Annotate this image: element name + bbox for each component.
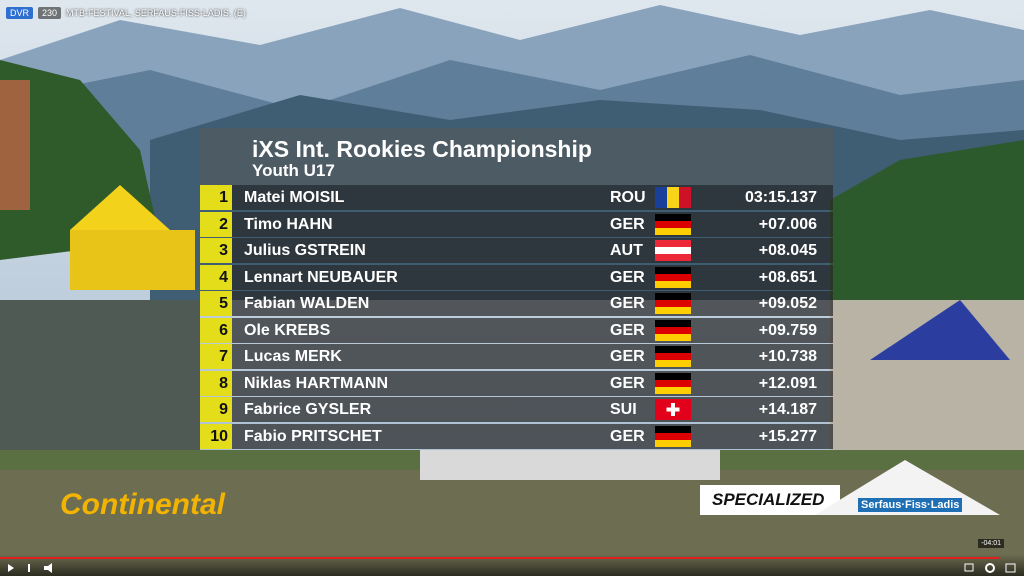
result-row: 7 Lucas MERK GER +10.738 (200, 344, 833, 369)
rank: 7 (200, 344, 232, 369)
play-button[interactable] (8, 564, 14, 572)
dvr-badge[interactable]: DVR (6, 7, 34, 19)
sponsor-banner: SPECIALIZED (712, 490, 825, 509)
rank: 2 (200, 211, 232, 237)
country-code: GER (610, 348, 645, 365)
rider-name: Fabrice GYSLER (244, 401, 372, 418)
country-flag (655, 425, 691, 452)
overlay-header: iXS Int. Rookies Championship Youth U17 (200, 128, 833, 185)
control-bar (0, 557, 1016, 573)
results-list: 1 Matei MOISIL ROU 03:15.137 2 Timo HAHN GER +0… (200, 185, 833, 449)
next-button[interactable] (28, 564, 30, 572)
result-row: 4 Lennart NEUBAUER GER +08.651 (200, 264, 833, 293)
rider-name: Niklas HARTMANN (244, 374, 389, 392)
rank: 6 (200, 317, 232, 343)
result-time: +08.045 (758, 242, 817, 259)
rank: 5 (200, 291, 232, 316)
country-flag (655, 266, 691, 293)
country-flag (655, 399, 691, 425)
country-code: GER (610, 374, 645, 392)
rank: 3 (200, 238, 232, 263)
viewer-count: 230 (38, 7, 62, 19)
player-controls (0, 554, 1024, 576)
rider-name: Lennart NEUBAUER (244, 268, 398, 286)
flag (655, 266, 691, 288)
country-code: GER (610, 268, 645, 286)
country-code: GER (610, 295, 645, 312)
result-time: +09.052 (758, 295, 817, 312)
captions-button[interactable] (964, 563, 974, 572)
progress-bar[interactable] (0, 557, 1000, 559)
rank: 8 (200, 370, 232, 396)
country-code: GER (610, 321, 645, 339)
country-flag (655, 213, 691, 240)
results-overlay: iXS Int. Rookies Championship Youth U17 … (200, 128, 833, 450)
result-row: 2 Timo HAHN GER +07.006 (200, 211, 833, 240)
result-row: 1 Matei MOISIL ROU 03:15.137 (200, 185, 833, 210)
sponsor-banner: Continental (60, 488, 225, 521)
rank: 10 (200, 423, 232, 449)
country-flag (655, 240, 691, 266)
rank: 9 (200, 397, 232, 422)
country-code: ROU (610, 189, 646, 206)
rider-name: Matei MOISIL (244, 189, 345, 206)
result-row: 10 Fabio PRITSCHET GER +15.277 (200, 423, 833, 452)
rank: 1 (200, 185, 232, 210)
flag (655, 319, 691, 341)
overlay-title: iXS Int. Rookies Championship (252, 136, 592, 162)
overlay-subtitle: Youth U17 (252, 161, 335, 180)
volume-button[interactable] (44, 563, 52, 573)
flag (655, 240, 691, 261)
rank: 4 (200, 264, 232, 290)
country-flag (655, 293, 691, 319)
result-time: +08.651 (758, 268, 817, 286)
rider-name: Ole KREBS (244, 321, 331, 339)
result-row: 9 Fabrice GYSLER SUI +14.187 (200, 397, 833, 422)
sponsor-banner: Serfaus·Fiss·Ladis (858, 498, 963, 512)
result-row: 3 Julius GSTREIN AUT +08.045 (200, 238, 833, 263)
country-flag (655, 372, 691, 399)
flag (655, 293, 691, 314)
country-code: SUI (610, 401, 637, 418)
flag (655, 372, 691, 394)
rider-name: Lucas MERK (244, 348, 342, 365)
country-flag (655, 346, 691, 372)
country-flag (655, 187, 691, 213)
result-time: +07.006 (758, 215, 817, 233)
rider-name: Fabian WALDEN (244, 295, 370, 312)
country-code: AUT (610, 242, 643, 259)
stream-header: DVR 230 MTB-FESTIVAL, SERFAUS-FISS-LADIS… (6, 7, 246, 19)
result-time: +10.738 (758, 348, 817, 365)
time-display: -04:01 (978, 539, 1004, 548)
result-row: 8 Niklas HARTMANN GER +12.091 (200, 370, 833, 399)
flag (655, 425, 691, 447)
result-time: +15.277 (758, 427, 817, 445)
flag (655, 213, 691, 235)
result-row: 5 Fabian WALDEN GER +09.052 (200, 291, 833, 316)
rider-name: Fabio PRITSCHET (244, 427, 382, 445)
result-row: 6 Ole KREBS GER +09.759 (200, 317, 833, 346)
country-code: GER (610, 427, 645, 445)
result-time: +14.187 (758, 401, 817, 418)
flag (655, 399, 691, 420)
result-time: 03:15.137 (744, 189, 817, 206)
result-time: +09.759 (758, 321, 817, 339)
result-time: +12.091 (758, 374, 817, 392)
rider-name: Julius GSTREIN (244, 242, 366, 259)
flag (655, 346, 691, 367)
country-code: GER (610, 215, 645, 233)
country-flag (655, 319, 691, 346)
flag (655, 187, 691, 208)
stream-title: MTB-FESTIVAL, SERFAUS-FISS-LADIS, (E) (66, 8, 246, 18)
rider-name: Timo HAHN (244, 215, 333, 233)
fullscreen-button[interactable] (1005, 563, 1016, 573)
settings-button[interactable] (985, 563, 995, 573)
